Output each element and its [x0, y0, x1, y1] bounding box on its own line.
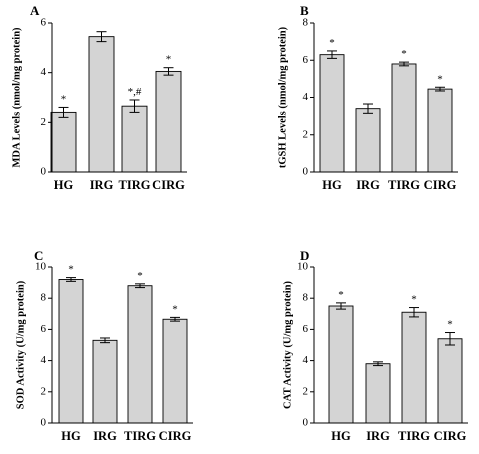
bar-b-cirg — [427, 88, 453, 173]
bar-a-hg — [50, 111, 77, 173]
x-tick-label-d-2: TIRG — [398, 429, 430, 443]
bar-c-irg — [92, 339, 118, 424]
y-tick-label-c-4: 8 — [41, 292, 47, 304]
y-axis-label-a: MDA Levels (nmol/mg protein) — [11, 27, 22, 168]
bar-d-hg — [328, 305, 354, 424]
significance-marker-d-2: * — [411, 294, 417, 306]
y-tick-label-c-5: 10 — [35, 261, 47, 273]
y-axis-label-b: tGSH Levels (nmol/mg protein) — [277, 26, 288, 168]
x-tick-label-a-3: CIRG — [152, 178, 185, 192]
y-tick-label-d-2: 4 — [303, 354, 309, 366]
significance-marker-a-2: *,# — [128, 86, 142, 98]
bar-b-hg — [319, 54, 345, 173]
y-tick-label-b-3: 6 — [303, 54, 309, 66]
significance-marker-b-0: * — [329, 37, 335, 49]
bar-b-tirg — [391, 63, 417, 173]
significance-marker-b-2: * — [401, 48, 407, 60]
panel-c: C SOD Activity (U/mg protein) * HG IRG * TIRG *… — [15, 248, 193, 443]
bar-c-tirg — [127, 285, 153, 424]
significance-marker-a-0: * — [61, 93, 67, 105]
bar-a-irg — [88, 36, 115, 173]
bar-b-irg — [355, 108, 381, 173]
x-tick-label-a-1: IRG — [90, 178, 114, 192]
x-tick-label-c-0: HG — [61, 429, 81, 443]
bar-d-cirg — [437, 338, 463, 424]
y-tick-label-b-0: 0 — [303, 166, 309, 178]
significance-marker-d-3: * — [447, 319, 453, 331]
x-tick-label-c-1: IRG — [93, 429, 117, 443]
significance-marker-c-2: * — [137, 270, 143, 282]
significance-marker-d-0: * — [338, 289, 344, 301]
y-tick-label-d-0: 0 — [303, 417, 309, 429]
bar-a-tirg — [121, 105, 148, 173]
x-tick-label-c-2: TIRG — [124, 429, 156, 443]
x-tick-label-b-2: TIRG — [388, 178, 420, 192]
x-tick-label-c-3: CIRG — [159, 429, 192, 443]
panel-label-b: B — [300, 3, 309, 18]
significance-marker-a-3: * — [166, 54, 172, 66]
panel-label-c: C — [34, 248, 43, 263]
y-axis-label-c: SOD Activity (U/mg protein) — [15, 280, 26, 409]
significance-marker-b-3: * — [437, 73, 443, 85]
x-tick-label-b-0: HG — [322, 178, 342, 192]
y-tick-label-c-0: 0 — [41, 417, 47, 429]
y-tick-label-d-3: 6 — [303, 323, 309, 335]
x-tick-label-d-1: IRG — [366, 429, 390, 443]
panel-d: D CAT Activity (U/mg protein) * HG IRG * TIRG *… — [282, 248, 468, 443]
x-tick-label-a-2: TIRG — [119, 178, 151, 192]
y-tick-label-c-1: 2 — [41, 385, 47, 397]
y-tick-label-a-2: 4 — [41, 66, 47, 78]
y-tick-label-d-4: 8 — [303, 292, 309, 304]
bar-a-cirg — [155, 70, 182, 173]
y-tick-label-b-4: 8 — [303, 17, 309, 29]
x-tick-label-d-3: CIRG — [434, 429, 467, 443]
x-tick-label-a-0: HG — [54, 178, 74, 192]
significance-marker-c-0: * — [68, 264, 74, 276]
y-tick-label-b-1: 2 — [303, 128, 309, 140]
panel-label-a: A — [30, 3, 40, 18]
y-tick-label-d-5: 10 — [297, 261, 309, 273]
x-tick-label-d-0: HG — [331, 429, 351, 443]
significance-marker-c-3: * — [172, 303, 178, 315]
x-tick-label-b-1: IRG — [356, 178, 380, 192]
bar-c-hg — [58, 279, 84, 424]
y-tick-label-d-1: 2 — [303, 385, 309, 397]
x-tick-label-b-3: CIRG — [424, 178, 457, 192]
panel-a: A MDA Levels (nmol/mg protein) * HG IRG *,# TI… — [11, 3, 187, 192]
y-tick-label-a-3: 6 — [41, 17, 47, 29]
y-axis-label-d: CAT Activity (U/mg protein) — [282, 280, 293, 409]
bar-c-cirg — [162, 318, 188, 424]
y-tick-label-c-2: 4 — [41, 354, 47, 366]
y-tick-label-b-2: 4 — [303, 91, 309, 103]
bar-d-irg — [365, 363, 391, 424]
panel-label-d: D — [300, 248, 309, 263]
bar-d-tirg — [401, 311, 427, 424]
y-tick-label-a-1: 2 — [41, 116, 47, 128]
y-tick-label-c-3: 6 — [41, 323, 47, 335]
y-tick-label-a-0: 0 — [41, 166, 47, 178]
